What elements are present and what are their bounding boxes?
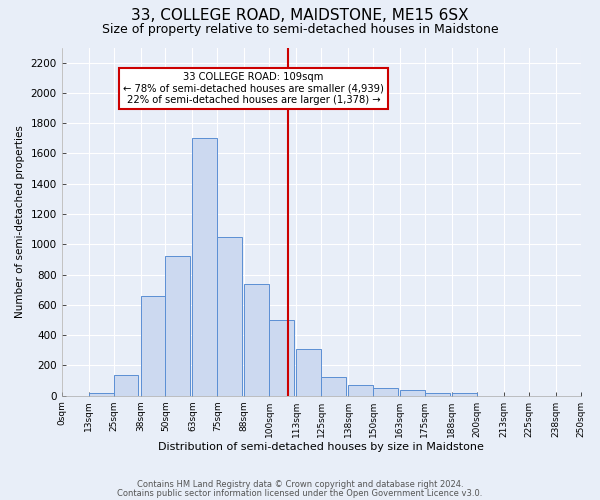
Bar — [140, 296, 166, 396]
Bar — [193, 138, 217, 396]
Bar — [425, 394, 450, 396]
Text: Contains public sector information licensed under the Open Government Licence v3: Contains public sector information licen… — [118, 488, 482, 498]
Text: 33 COLLEGE ROAD: 109sqm
← 78% of semi-detached houses are smaller (4,939)
22% of: 33 COLLEGE ROAD: 109sqm ← 78% of semi-de… — [123, 72, 384, 105]
Bar — [452, 394, 477, 396]
Bar — [269, 320, 294, 396]
Bar — [113, 376, 139, 396]
Bar — [373, 388, 398, 396]
Bar — [400, 390, 425, 396]
Bar — [348, 385, 373, 396]
Bar — [166, 256, 190, 396]
Text: Size of property relative to semi-detached houses in Maidstone: Size of property relative to semi-detach… — [101, 22, 499, 36]
Text: 33, COLLEGE ROAD, MAIDSTONE, ME15 6SX: 33, COLLEGE ROAD, MAIDSTONE, ME15 6SX — [131, 8, 469, 22]
Bar — [296, 349, 321, 396]
Text: Contains HM Land Registry data © Crown copyright and database right 2024.: Contains HM Land Registry data © Crown c… — [137, 480, 463, 489]
Bar — [89, 392, 113, 396]
Y-axis label: Number of semi-detached properties: Number of semi-detached properties — [15, 125, 25, 318]
Bar — [244, 284, 269, 396]
Bar — [217, 236, 242, 396]
X-axis label: Distribution of semi-detached houses by size in Maidstone: Distribution of semi-detached houses by … — [158, 442, 484, 452]
Bar — [321, 377, 346, 396]
